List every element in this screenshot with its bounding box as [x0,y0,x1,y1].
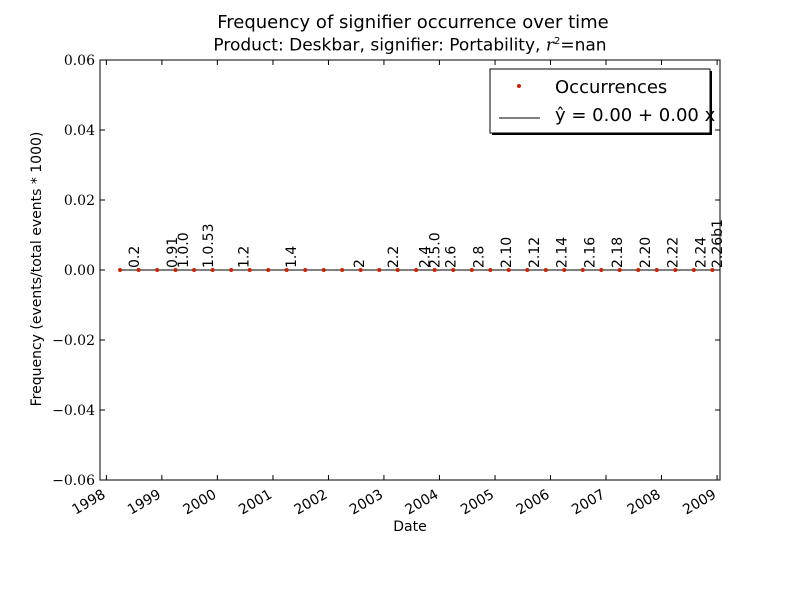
version-marker-label: 2.18 [610,237,626,268]
occurrence-point [340,268,345,272]
occurrence-point [469,268,474,272]
x-tick-label: 1999 [125,487,164,519]
subtitle-prefix: Product: Deskbar, signifier: Portability… [213,35,546,56]
version-marker-label: 2.2 [386,246,402,268]
occurrence-point [432,268,437,272]
occurrence-point [691,268,696,272]
version-marker-label: 2.6 [444,246,460,268]
occurrence-point [617,268,622,272]
version-marker-label: 2 [352,259,368,268]
version-marker-label: 2.14 [555,237,571,268]
occurrence-point [636,268,641,272]
occurrence-point [395,268,400,272]
subtitle-sup: 2 [553,36,561,47]
occurrence-point [358,268,363,272]
occurrence-point [247,268,252,272]
occurrence-point [599,268,604,272]
y-tick-label: 0.06 [64,53,95,69]
occurrence-point [192,268,197,272]
occurrence-point [321,268,326,272]
occurrence-point [580,268,585,272]
version-marker-label: 0.91 [165,237,181,268]
y-tick-label: 0.02 [64,193,95,209]
version-marker-label: 2.16 [583,237,599,268]
subtitle-suffix: =nan [560,35,607,56]
legend-box [489,68,711,134]
version-marker-label: 2.20 [638,237,654,268]
occurrence-point [488,268,493,272]
chart-title: Frequency of signifier occurrence over t… [217,12,609,33]
version-marker-label: 1.0.53 [201,223,217,268]
occurrence-point [303,268,308,272]
occurrence-point [118,268,123,272]
occurrence-point [525,268,530,272]
legend-fit-label: ŷ = 0.00 + 0.00 x [555,105,716,126]
version-marker-label: 2.12 [527,237,543,268]
x-tick-label: 2007 [569,487,608,519]
x-tick-label: 2004 [403,487,442,519]
x-tick-label: 2003 [347,487,386,519]
x-tick-label: 2005 [458,487,497,519]
version-marker-label: 2.8 [472,246,488,268]
occurrence-point [266,268,271,272]
occurrence-point [506,268,511,272]
version-marker-label: 0.2 [127,246,143,268]
occurrence-point [136,268,141,272]
legend-occurrences-label: Occurrences [555,77,667,98]
y-axis-label: Frequency (events/total events * 1000) [29,132,45,407]
x-tick-label: 2009 [680,487,719,519]
occurrence-point [414,268,419,272]
y-tick-label: 0.00 [64,263,95,279]
y-tick-label: −0.02 [52,333,95,349]
y-tick-label: 0.04 [64,123,95,139]
x-tick-label: 2002 [292,487,331,519]
version-marker-label: 1.4 [284,246,300,268]
occurrence-point [229,268,234,272]
y-tick-label: −0.04 [52,403,95,419]
version-marker-label: 2.22 [666,237,682,268]
x-tick-label: 2006 [514,487,553,519]
x-tick-label: 2000 [180,487,219,519]
occurrence-point [451,268,456,272]
y-tick-label: −0.06 [52,473,95,489]
version-marker-label: 2.26b1 [710,219,726,268]
occurrence-point [284,268,289,272]
occurrence-point [377,268,382,272]
legend-occurrence-marker [517,84,521,88]
occurrence-point [210,268,215,272]
occurrence-point [654,268,659,272]
occurrence-point [173,268,178,272]
version-marker-label: 2.24 [694,237,710,268]
x-tick-label: 2001 [236,487,275,519]
occurrence-point [562,268,567,272]
occurrence-point [543,268,548,272]
x-tick-label: 1998 [70,487,109,519]
version-marker-label: 2.4 [418,246,434,268]
occurrence-point [673,268,678,272]
version-marker-label: 1.0.0 [176,232,192,268]
occurrence-point [155,268,160,272]
x-tick-label: 2008 [625,487,664,519]
version-marker-label: 2.10 [499,237,515,268]
version-marker-label: 2.5.0 [428,232,444,268]
chart-subtitle: Product: Deskbar, signifier: Portability… [0,32,800,56]
x-axis-label: Date [393,519,426,535]
occurrence-point [710,268,715,272]
subtitle-math: r [545,35,554,56]
version-marker-label: 1.2 [236,246,252,268]
